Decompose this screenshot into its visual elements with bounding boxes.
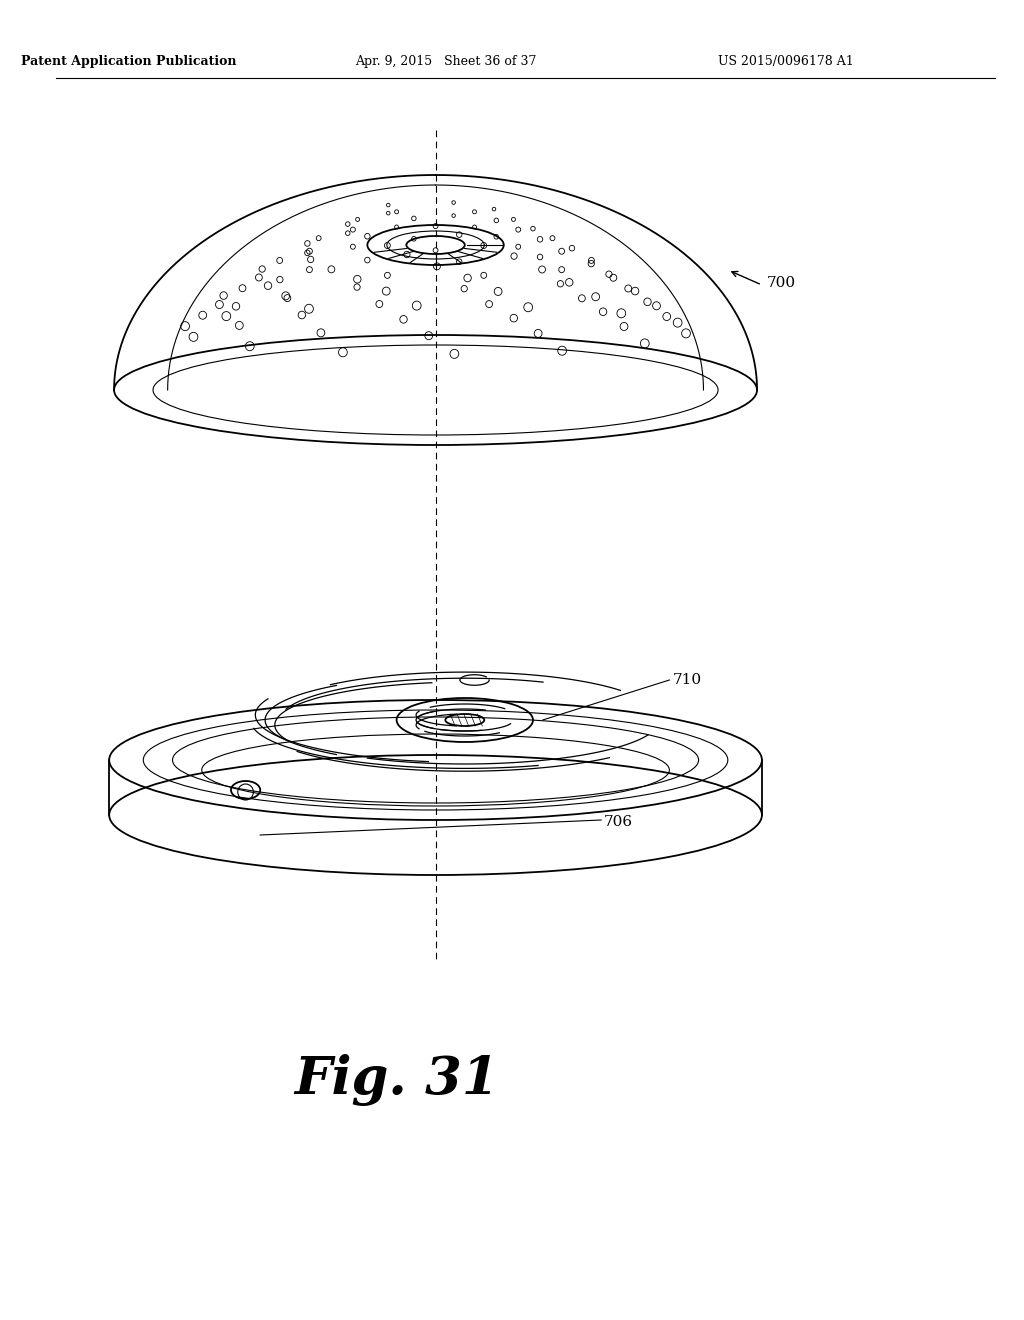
Text: Patent Application Publication: Patent Application Publication [20, 55, 237, 69]
Text: Fig. 31: Fig. 31 [294, 1053, 499, 1106]
Text: 710: 710 [673, 673, 701, 686]
Text: Apr. 9, 2015   Sheet 36 of 37: Apr. 9, 2015 Sheet 36 of 37 [354, 55, 536, 69]
Text: 700: 700 [767, 276, 796, 290]
Text: 706: 706 [604, 814, 633, 829]
Text: US 2015/0096178 A1: US 2015/0096178 A1 [719, 55, 854, 69]
